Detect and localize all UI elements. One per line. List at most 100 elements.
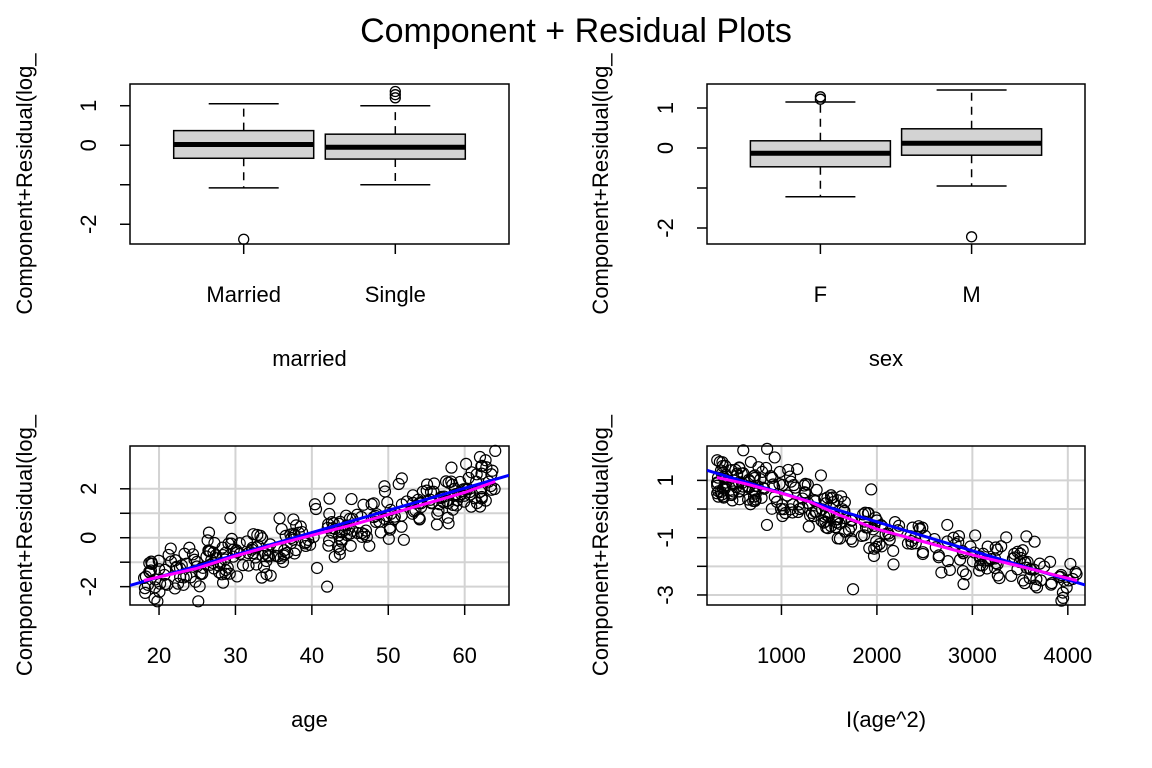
y-tick-label: 0 (653, 142, 678, 154)
outlier-point (814, 91, 827, 103)
data-point (224, 511, 237, 524)
data-point (144, 564, 157, 577)
y-tick-label: 1 (653, 474, 678, 486)
data-point (802, 520, 815, 533)
x-tick-label: 20 (147, 643, 171, 668)
data-point (842, 524, 856, 537)
data-point (201, 534, 214, 547)
data-point (139, 586, 152, 599)
data-point (883, 533, 896, 546)
data-point (1030, 581, 1044, 594)
y-tick-label: -2 (76, 577, 101, 597)
box-f (749, 91, 892, 198)
data-point (838, 496, 851, 509)
x-tick-label: Single (365, 282, 426, 307)
data-point-outlier (846, 583, 860, 596)
data-point (793, 502, 806, 516)
panel-3: -2 0 2 20 30 40 50 60 age Component+Residual(log_ (12, 414, 510, 732)
data-point (413, 512, 426, 526)
data-point (323, 534, 336, 547)
data-point (870, 540, 883, 554)
data-point (193, 580, 206, 593)
data-point (1016, 544, 1029, 557)
data-point (809, 505, 822, 518)
x-tick-label: 40 (300, 643, 324, 668)
data-point (1020, 530, 1033, 543)
data-point (358, 528, 371, 541)
data-point (991, 569, 1004, 582)
data-point (381, 496, 394, 509)
panel-4: -3 -1 1 1000 2000 3000 4000 I(age^2) Component+R… (588, 414, 1092, 732)
data-point (290, 519, 303, 532)
y-axis-label: Component+Residual(log_ (588, 53, 613, 315)
data-point (309, 502, 323, 516)
y-tick-label: 1 (653, 102, 678, 114)
data-point (941, 518, 954, 532)
x-tick-label: 60 (452, 643, 476, 668)
data-point (801, 478, 814, 491)
data-point (760, 518, 774, 532)
smooth-fit-line (716, 476, 1078, 583)
x-tick-label: Married (206, 282, 281, 307)
data-point (242, 559, 255, 572)
data-point (747, 470, 760, 483)
data-point (727, 485, 740, 498)
data-point (355, 530, 369, 543)
data-point (275, 522, 288, 536)
data-point (138, 582, 152, 595)
data-point (151, 595, 164, 608)
x-tick-label: 2000 (852, 643, 901, 668)
y-tick-label: 2 (76, 483, 101, 495)
data-point (789, 481, 802, 494)
data-point (169, 554, 182, 567)
data-point (430, 518, 444, 531)
data-point (439, 475, 453, 488)
y-axis-label: Component+Residual(log_ (588, 414, 613, 676)
data-point (273, 512, 286, 525)
data-point (459, 457, 473, 471)
y-tick-label: -2 (653, 218, 678, 238)
data-point (420, 478, 434, 491)
data-point-outlier (761, 442, 774, 455)
data-point (875, 540, 888, 553)
panel-1: -2 0 1 Married Single married Component+Residu… (12, 53, 510, 371)
data-point (281, 546, 294, 559)
data-point (395, 472, 408, 485)
data-point (959, 568, 973, 581)
data-point (219, 567, 232, 580)
data-point (964, 540, 977, 553)
data-point (152, 554, 165, 567)
data-point (980, 562, 994, 575)
data-point (183, 541, 196, 554)
data-point (287, 513, 300, 526)
data-point (164, 542, 177, 555)
data-point (791, 463, 804, 476)
data-point (171, 577, 185, 590)
data-point (177, 578, 190, 591)
data-point (412, 511, 426, 524)
y-tick-label: 1 (76, 100, 101, 112)
data-point-outlier (737, 444, 750, 457)
data-point (1069, 566, 1082, 579)
data-point (873, 537, 886, 551)
data-point (887, 544, 900, 557)
data-point-outlier (473, 450, 487, 464)
data-point (1008, 547, 1021, 560)
outlier-point (238, 233, 250, 245)
data-point (236, 559, 250, 572)
plot-frame (706, 445, 1086, 606)
data-point (856, 508, 870, 521)
data-point (383, 521, 397, 534)
data-point (335, 535, 348, 548)
data-point (475, 492, 488, 505)
data-point (1064, 557, 1077, 571)
data-point (916, 521, 929, 534)
data-point (755, 491, 768, 504)
data-point (773, 477, 786, 491)
data-point (1055, 594, 1068, 607)
data-point (1005, 569, 1018, 583)
outlier-point (389, 85, 401, 98)
data-point (826, 491, 839, 504)
data-point (952, 529, 966, 543)
